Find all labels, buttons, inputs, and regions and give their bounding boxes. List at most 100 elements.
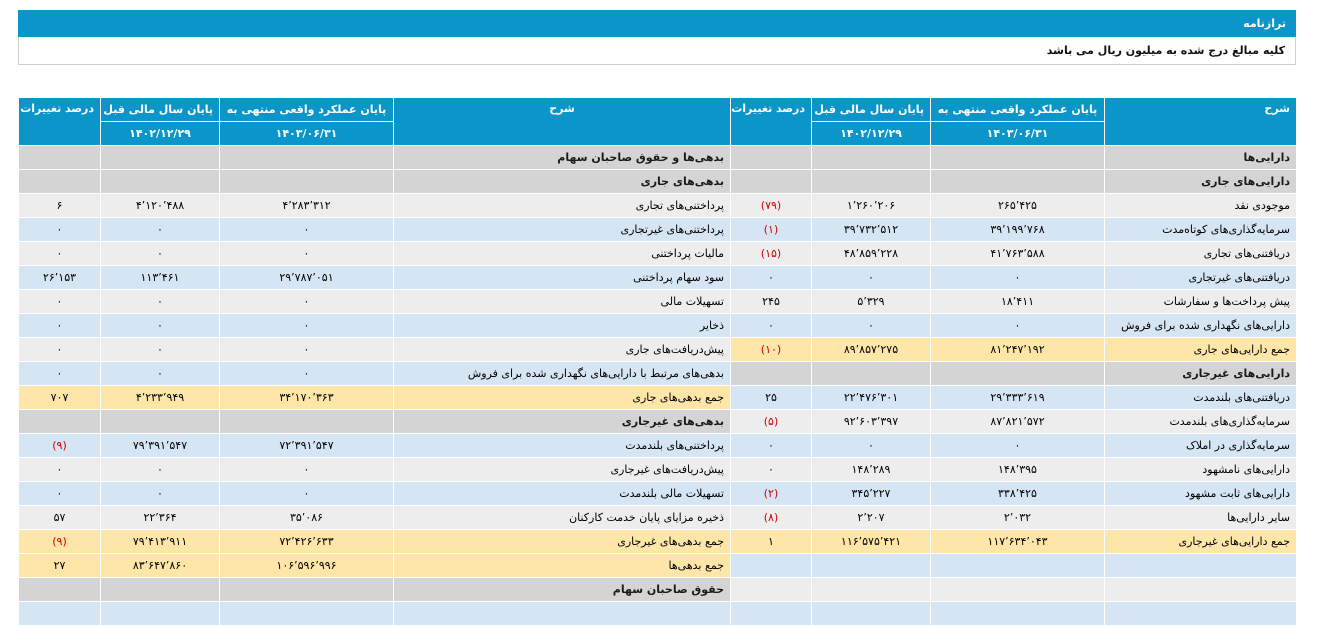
cell-value: ۱۴۸٬۳۹۵ [930,457,1105,482]
cell-value [219,169,394,194]
cell-value: ۳۹٬۱۹۹٬۷۶۸ [930,217,1105,242]
table-row: جمع دارایی‌های جاری ۸۱٬۲۴۷٬۱۹۲ ۸۹٬۸۵۷٬۲۷۵(… [18,337,1297,362]
cell-value: (۱۰) [730,337,812,362]
cell-value: ۱۸٬۴۱۱ [930,289,1105,314]
cell-value: (۲) [730,481,812,506]
cell-value: ۰ [18,241,101,266]
cell-value: ۰ [930,313,1105,338]
cell-value: ۰ [811,265,931,290]
cell-value [811,169,931,194]
cell-value: ۰ [219,289,394,314]
row-label: پیش‌دریافت‌های غیرجاری [393,457,731,482]
table-row: دریافتنی‌های غیرتجاری ۰ ۰ ۰ سود سهام پرداختن… [18,265,1297,290]
row-label: ذخایر [393,313,731,338]
row-label: پیش پرداخت‌ها و سفارشات [1104,289,1297,314]
cell-value [930,169,1105,194]
cell-value [930,553,1105,578]
cell-value [930,577,1105,602]
cell-value: ۰ [100,361,220,386]
row-label: سایر دارایی‌ها [1104,505,1297,530]
page: ترازنامه کلیه مبالغ درج شده به میلیون ری… [18,10,1297,626]
row-label: دریافتنی‌های بلندمدت [1104,385,1297,410]
cell-value: ۰ [100,457,220,482]
cell-value: ۲۲٬۴۷۶٬۳۰۱ [811,385,931,410]
cell-value: ۰ [811,313,931,338]
table-row: دارایی‌ها بدهی‌ها و حقوق صاحبان سهام [18,145,1297,170]
balance-sheet: شرح پایان عملکرد واقعی منتهی به پایان سا… [18,97,1297,626]
row-label: جمع دارایی‌های جاری [1104,337,1297,362]
table-row: دارایی‌های نگهداری شده برای فروش ۰ ۰ ۰ ذخایر… [18,313,1297,338]
cell-value [18,577,101,602]
cell-value: ۰ [730,265,812,290]
date-header: ۱۴۰۳/۰۶/۳۱ [930,121,1105,146]
cell-value: ۷۰۷ [18,385,101,410]
cell-value [930,145,1105,170]
cell-value: ۱۰۶٬۵۹۶٬۹۹۶ [219,553,394,578]
cell-value: ۰ [219,313,394,338]
table-row [18,601,1297,626]
cell-value: ۰ [100,337,220,362]
row-label: پرداختنی‌های غیرتجاری [393,217,731,242]
cell-value: ۰ [100,241,220,266]
cell-value: ۵۷ [18,505,101,530]
table-row: پیش پرداخت‌ها و سفارشات ۱۸٬۴۱۱ ۵٬۳۲۹ ۲۴۵ تسه… [18,289,1297,314]
date-header: ۱۴۰۳/۰۶/۳۱ [219,121,394,146]
empty-cell [219,601,394,626]
table-row: دارایی‌های نامشهود ۱۴۸٬۳۹۵ ۱۴۸٬۲۸۹ ۰ پیش‌دری… [18,457,1297,482]
row-label: پرداختنی‌های تجاری [393,193,731,218]
cell-value: ۴۸٬۸۵۹٬۲۲۸ [811,241,931,266]
row-label: دارایی‌های غیرجاری [1104,361,1297,386]
cell-value: ۱۱۶٬۵۷۵٬۴۲۱ [811,529,931,554]
cell-value: ۲۴۵ [730,289,812,314]
cell-value [100,577,220,602]
cell-value: ۳۴۵٬۲۲۷ [811,481,931,506]
cell-value: ۰ [730,433,812,458]
unit-note: کلیه مبالغ درج شده به میلیون ریال می باش… [18,37,1296,65]
cell-value [219,577,394,602]
cell-value: ۷۲٬۳۹۱٬۵۴۷ [219,433,394,458]
cell-value: ۱ [730,529,812,554]
cell-value: ۰ [930,265,1105,290]
row-label: دارایی‌های جاری [1104,169,1297,194]
cell-value: ۴٬۲۳۳٬۹۴۹ [100,385,220,410]
cell-value: ۲۹٬۳۳۳٬۶۱۹ [930,385,1105,410]
row-label: سرمایه‌گذاری‌های بلندمدت [1104,409,1297,434]
title-bar: ترازنامه [18,10,1296,37]
row-label: دارایی‌های نگهداری شده برای فروش [1104,313,1297,338]
cell-value: ۰ [18,313,101,338]
col-header: پایان عملکرد واقعی منتهی به [219,97,394,122]
cell-value: ۰ [18,289,101,314]
empty-cell [811,601,931,626]
cell-value: (۸) [730,505,812,530]
cell-value: ۲۹٬۷۸۷٬۰۵۱ [219,265,394,290]
row-label: موجودی نقد [1104,193,1297,218]
cell-value: ۲۷ [18,553,101,578]
row-label: جمع دارایی‌های غیرجاری [1104,529,1297,554]
cell-value: ۹۲٬۶۰۳٬۳۹۷ [811,409,931,434]
cell-value: ۰ [219,217,394,242]
row-label: پیش‌دریافت‌های جاری [393,337,731,362]
cell-value [100,169,220,194]
row-label [1104,577,1297,602]
cell-value: (۹) [18,529,101,554]
cell-value: ۸۱٬۲۴۷٬۱۹۲ [930,337,1105,362]
cell-value [730,169,812,194]
cell-value: ۰ [811,433,931,458]
empty-cell [18,601,101,626]
cell-value: ۴٬۲۸۳٬۳۱۲ [219,193,394,218]
cell-value: ۴۱٬۷۶۳٬۵۸۸ [930,241,1105,266]
cell-value: ۸۷٬۸۲۱٬۵۷۲ [930,409,1105,434]
cell-value [730,145,812,170]
row-label: جمع بدهی‌ها [393,553,731,578]
col-header: پایان سال مالی قبل [100,97,220,122]
cell-value: ۲٬۲۰۷ [811,505,931,530]
empty-cell [1104,601,1297,626]
cell-value [930,361,1105,386]
cell-value: ۰ [18,217,101,242]
cell-value: ۰ [18,481,101,506]
cell-value: ۰ [930,433,1105,458]
date-header: ۱۴۰۲/۱۲/۲۹ [811,121,931,146]
table-row: دریافتنی‌های تجاری ۴۱٬۷۶۳٬۵۸۸ ۴۸٬۸۵۹٬۲۲۸ (۱… [18,241,1297,266]
table-row: سرمایه‌گذاری‌های کوتاه‌مدت ۳۹٬۱۹۹٬۷۶۸ ۳۹٬۷… [18,217,1297,242]
empty-cell [100,601,220,626]
